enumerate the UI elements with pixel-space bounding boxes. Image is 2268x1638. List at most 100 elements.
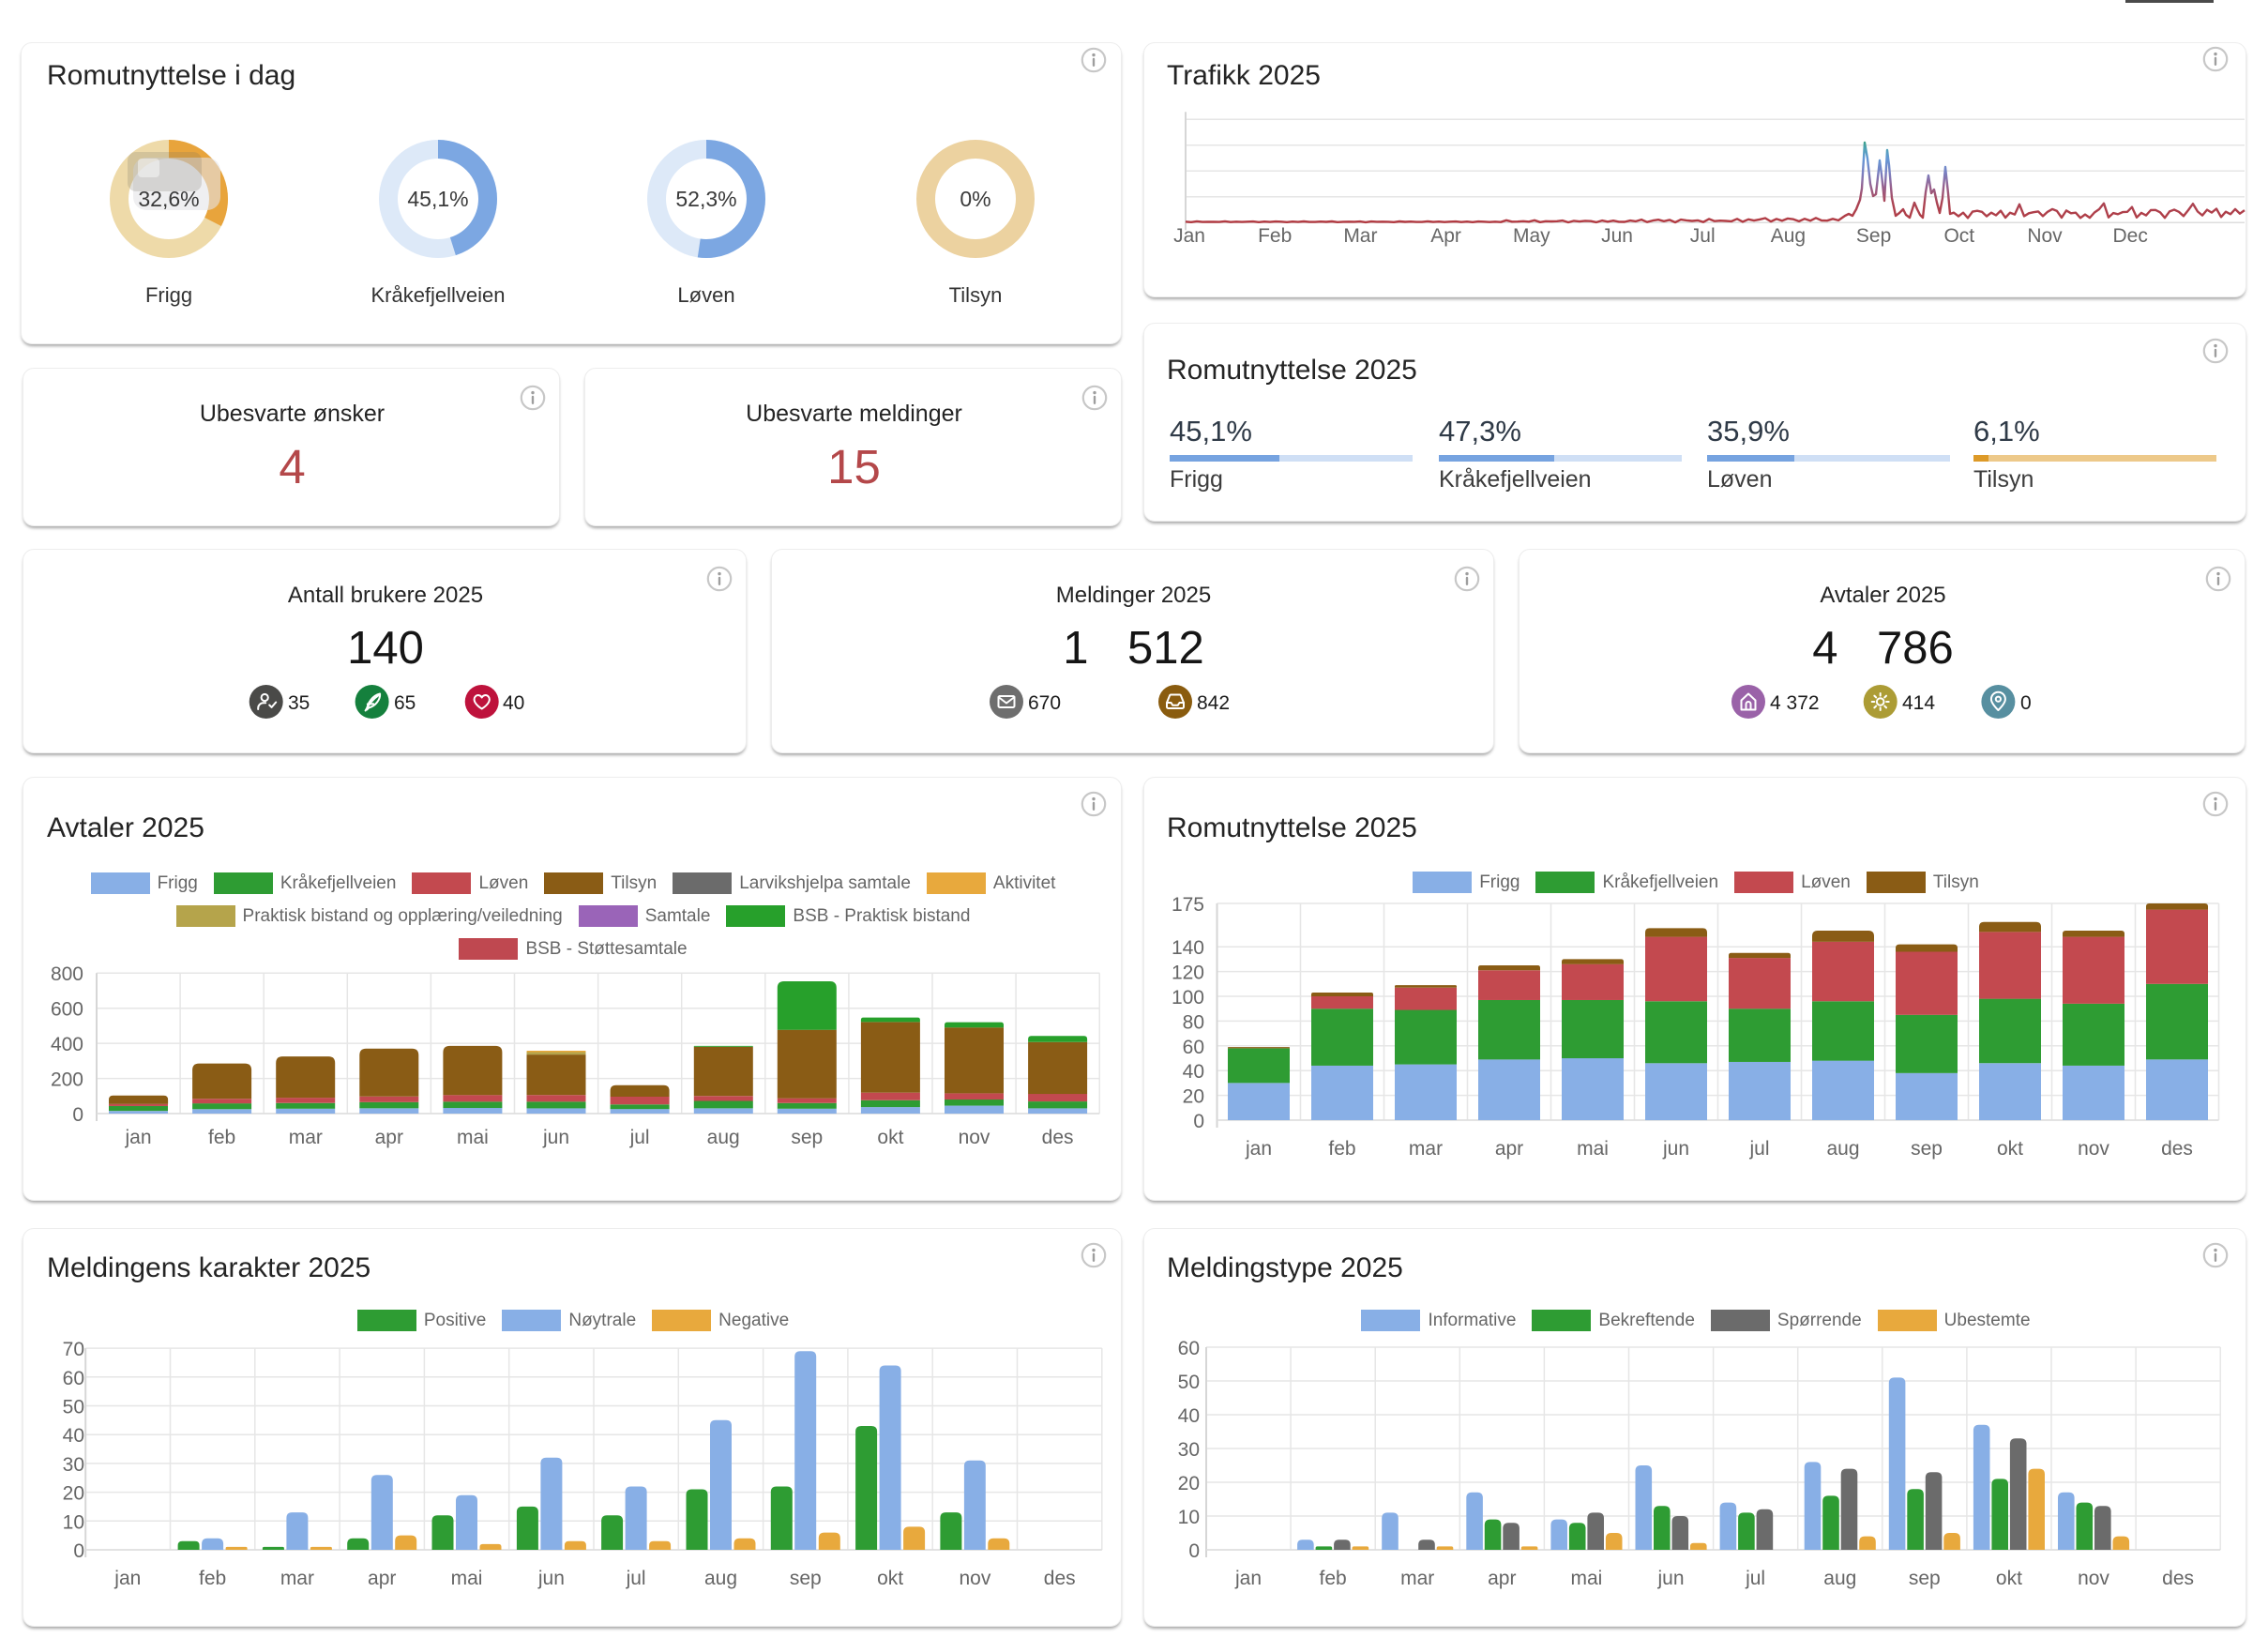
svg-text:30: 30 — [63, 1454, 84, 1476]
svg-text:apr: apr — [1495, 1138, 1523, 1160]
svg-text:May: May — [1513, 225, 1550, 247]
svg-text:670: 670 — [1028, 692, 1061, 714]
svg-text:okt: okt — [877, 1127, 903, 1148]
svg-text:20: 20 — [1183, 1086, 1204, 1108]
svg-text:30: 30 — [1178, 1439, 1200, 1461]
svg-text:80: 80 — [1183, 1011, 1204, 1033]
svg-text:Frigg: Frigg — [145, 283, 192, 307]
svg-text:40: 40 — [63, 1425, 84, 1447]
svg-text:okt: okt — [1997, 1138, 2023, 1160]
svg-text:Nov: Nov — [2027, 225, 2063, 247]
svg-text:jul: jul — [629, 1127, 650, 1148]
svg-text:jan: jan — [1234, 1568, 1262, 1589]
svg-text:60: 60 — [1183, 1037, 1204, 1058]
svg-text:feb: feb — [1328, 1138, 1355, 1160]
svg-text:4 372: 4 372 — [1770, 692, 1820, 714]
svg-text:70: 70 — [63, 1339, 84, 1360]
svg-text:mar: mar — [1400, 1568, 1434, 1589]
svg-text:45,1%: 45,1% — [407, 187, 468, 211]
svg-text:50: 50 — [1178, 1372, 1200, 1393]
svg-text:okt: okt — [1996, 1568, 2022, 1589]
svg-text:aug: aug — [1823, 1568, 1856, 1589]
svg-text:32,6%: 32,6% — [138, 187, 199, 211]
svg-text:Feb: Feb — [1258, 225, 1292, 247]
svg-text:Mar: Mar — [1343, 225, 1377, 247]
svg-text:jan: jan — [124, 1127, 151, 1148]
svg-text:0%: 0% — [960, 187, 990, 211]
svg-text:0: 0 — [73, 1540, 84, 1562]
svg-text:414: 414 — [1902, 692, 1935, 714]
svg-text:feb: feb — [1319, 1568, 1346, 1589]
svg-text:apr: apr — [375, 1127, 403, 1148]
svg-text:Jul: Jul — [1690, 225, 1716, 247]
svg-text:52,3%: 52,3% — [675, 187, 736, 211]
svg-text:60: 60 — [1178, 1338, 1200, 1359]
svg-text:20: 20 — [1178, 1473, 1200, 1494]
svg-text:50: 50 — [63, 1397, 84, 1418]
svg-text:mar: mar — [289, 1127, 323, 1148]
svg-text:des: des — [1042, 1127, 1074, 1148]
svg-text:feb: feb — [199, 1568, 226, 1589]
svg-text:Aug: Aug — [1771, 225, 1806, 247]
svg-text:mar: mar — [280, 1568, 314, 1589]
svg-text:65: 65 — [394, 692, 416, 714]
svg-text:feb: feb — [208, 1127, 235, 1148]
svg-text:nov: nov — [959, 1568, 990, 1589]
svg-text:40: 40 — [1183, 1061, 1204, 1083]
svg-text:jan: jan — [113, 1568, 141, 1589]
svg-text:0: 0 — [1188, 1540, 1200, 1562]
svg-text:aug: aug — [1826, 1138, 1859, 1160]
svg-text:jul: jul — [1745, 1568, 1765, 1589]
svg-text:sep: sep — [1911, 1138, 1943, 1160]
svg-text:jul: jul — [1748, 1138, 1769, 1160]
svg-text:35: 35 — [288, 692, 310, 714]
svg-text:200: 200 — [51, 1069, 83, 1091]
svg-text:jun: jun — [1662, 1138, 1689, 1160]
svg-text:Oct: Oct — [1943, 225, 1974, 247]
svg-text:10: 10 — [1178, 1507, 1200, 1528]
svg-text:60: 60 — [63, 1368, 84, 1389]
svg-text:Dec: Dec — [2113, 225, 2148, 247]
svg-text:40: 40 — [1178, 1405, 1200, 1427]
svg-text:aug: aug — [704, 1568, 737, 1589]
svg-text:140: 140 — [1172, 937, 1204, 959]
svg-text:jun: jun — [537, 1568, 565, 1589]
svg-text:nov: nov — [2078, 1138, 2109, 1160]
svg-text:sep: sep — [791, 1127, 823, 1148]
svg-text:des: des — [2161, 1138, 2193, 1160]
svg-text:apr: apr — [368, 1568, 396, 1589]
svg-text:40: 40 — [503, 692, 524, 714]
svg-text:jan: jan — [1245, 1138, 1272, 1160]
svg-text:100: 100 — [1172, 987, 1204, 1009]
svg-text:400: 400 — [51, 1034, 83, 1055]
svg-text:0: 0 — [72, 1104, 83, 1126]
svg-text:Løven: Løven — [677, 283, 734, 307]
svg-text:mai: mai — [1570, 1568, 1602, 1589]
svg-text:0: 0 — [2020, 692, 2032, 714]
svg-text:jun: jun — [542, 1127, 569, 1148]
svg-text:0: 0 — [1193, 1111, 1204, 1132]
svg-text:des: des — [2162, 1568, 2194, 1589]
svg-text:mai: mai — [457, 1127, 489, 1148]
svg-text:Sep: Sep — [1856, 225, 1891, 247]
svg-text:apr: apr — [1488, 1568, 1516, 1589]
svg-text:jul: jul — [626, 1568, 646, 1589]
svg-text:sep: sep — [790, 1568, 822, 1589]
svg-text:Jan: Jan — [1173, 225, 1205, 247]
svg-text:mai: mai — [451, 1568, 483, 1589]
svg-text:Jun: Jun — [1601, 225, 1633, 247]
svg-text:des: des — [1044, 1568, 1076, 1589]
svg-text:Tilsyn: Tilsyn — [949, 283, 1003, 307]
svg-text:sep: sep — [1909, 1568, 1941, 1589]
svg-text:10: 10 — [63, 1511, 84, 1533]
svg-text:Kråkefjellveien: Kråkefjellveien — [370, 283, 505, 307]
svg-text:175: 175 — [1172, 894, 1204, 916]
svg-text:mai: mai — [1577, 1138, 1609, 1160]
svg-text:jun: jun — [1656, 1568, 1684, 1589]
svg-text:nov: nov — [2078, 1568, 2109, 1589]
svg-text:Apr: Apr — [1430, 225, 1461, 247]
svg-text:20: 20 — [63, 1483, 84, 1505]
svg-text:800: 800 — [51, 963, 83, 985]
svg-text:nov: nov — [959, 1127, 990, 1148]
svg-text:600: 600 — [51, 999, 83, 1021]
